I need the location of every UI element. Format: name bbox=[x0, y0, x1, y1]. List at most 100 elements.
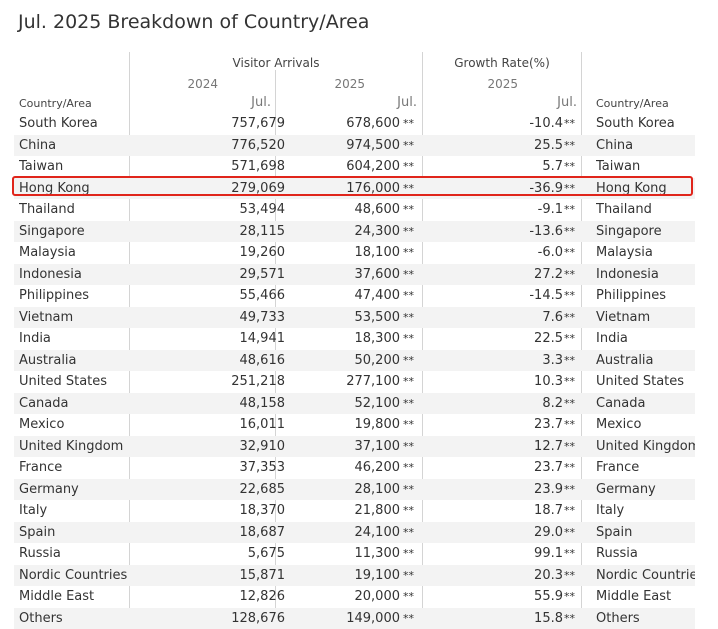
arrivals-2024-cell: 18,370 bbox=[240, 500, 286, 522]
country-cell: Spain bbox=[19, 522, 131, 544]
flag-marker: ** bbox=[564, 264, 584, 286]
arrivals-2024-cell: 28,115 bbox=[240, 221, 286, 243]
country-cell: Vietnam bbox=[19, 307, 131, 329]
arrivals-2025-cell: 24,100 bbox=[355, 522, 401, 544]
country-cell-right: Hong Kong bbox=[596, 178, 695, 200]
flag-marker: ** bbox=[564, 522, 584, 544]
country-cell: Nordic Countries bbox=[19, 565, 131, 587]
arrivals-2024-cell: 48,158 bbox=[240, 393, 286, 415]
country-cell: South Korea bbox=[19, 113, 131, 135]
flag-marker: ** bbox=[564, 199, 584, 221]
growth-rate-cell: 12.7 bbox=[534, 436, 563, 458]
arrivals-2025-cell: 18,300 bbox=[355, 328, 401, 350]
arrivals-2025-cell: 48,600 bbox=[355, 199, 401, 221]
growth-rate-cell: 23.7 bbox=[534, 414, 563, 436]
growth-rate-cell: 27.2 bbox=[534, 264, 563, 286]
month-growth-header: Jul. bbox=[423, 95, 577, 110]
country-cell-right: Singapore bbox=[596, 221, 695, 243]
flag-marker: ** bbox=[403, 178, 423, 200]
country-cell: Malaysia bbox=[19, 242, 131, 264]
flag-marker: ** bbox=[564, 371, 584, 393]
arrivals-2024-cell: 32,910 bbox=[240, 436, 286, 458]
arrivals-2025-cell: 50,200 bbox=[355, 350, 401, 372]
country-cell: Australia bbox=[19, 350, 131, 372]
arrivals-2024-cell: 22,685 bbox=[240, 479, 286, 501]
flag-marker: ** bbox=[564, 586, 584, 608]
country-cell-right: Malaysia bbox=[596, 242, 695, 264]
flag-marker: ** bbox=[564, 242, 584, 264]
arrivals-2025-cell: 19,800 bbox=[355, 414, 401, 436]
country-cell-right: Russia bbox=[596, 543, 695, 565]
arrivals-2024-cell: 19,260 bbox=[240, 242, 286, 264]
month-2025-header: Jul. bbox=[276, 95, 417, 110]
arrivals-2024-cell: 251,218 bbox=[231, 371, 285, 393]
flag-marker: ** bbox=[403, 500, 423, 522]
flag-marker: ** bbox=[564, 608, 584, 629]
growth-rate-cell: 25.5 bbox=[534, 135, 563, 157]
arrivals-2024-cell: 55,466 bbox=[240, 285, 286, 307]
flag-marker: ** bbox=[403, 608, 423, 629]
arrivals-2025-cell: 18,100 bbox=[355, 242, 401, 264]
flag-marker: ** bbox=[403, 414, 423, 436]
flag-marker: ** bbox=[403, 264, 423, 286]
country-cell: Taiwan bbox=[19, 156, 131, 178]
country-cell-right: Thailand bbox=[596, 199, 695, 221]
arrivals-2024-cell: 48,616 bbox=[240, 350, 286, 372]
flag-marker: ** bbox=[403, 393, 423, 415]
flag-marker: ** bbox=[564, 307, 584, 329]
flag-marker: ** bbox=[403, 371, 423, 393]
country-cell: Germany bbox=[19, 479, 131, 501]
flag-marker: ** bbox=[403, 457, 423, 479]
country-cell: Thailand bbox=[19, 199, 131, 221]
growth-rate-cell: -6.0 bbox=[538, 242, 563, 264]
country-cell: Mexico bbox=[19, 414, 131, 436]
flag-marker: ** bbox=[564, 457, 584, 479]
flag-marker: ** bbox=[564, 393, 584, 415]
flag-marker: ** bbox=[564, 178, 584, 200]
country-cell-right: Mexico bbox=[596, 414, 695, 436]
growth-rate-cell: -36.9 bbox=[529, 178, 563, 200]
growth-rate-cell: -14.5 bbox=[529, 285, 563, 307]
growth-rate-cell: -13.6 bbox=[529, 221, 563, 243]
flag-marker: ** bbox=[564, 328, 584, 350]
flag-marker: ** bbox=[403, 285, 423, 307]
country-cell-right: Australia bbox=[596, 350, 695, 372]
arrivals-2025-cell: 37,100 bbox=[355, 436, 401, 458]
flag-marker: ** bbox=[564, 135, 584, 157]
country-cell-right: United Kingdom bbox=[596, 436, 695, 458]
country-cell: Others bbox=[19, 608, 131, 629]
flag-marker: ** bbox=[403, 242, 423, 264]
flag-marker: ** bbox=[403, 479, 423, 501]
country-cell: Middle East bbox=[19, 586, 131, 608]
flag-marker: ** bbox=[564, 500, 584, 522]
country-cell-right: Spain bbox=[596, 522, 695, 544]
arrivals-2024-cell: 18,687 bbox=[240, 522, 286, 544]
country-cell-right: Nordic Countrie bbox=[596, 565, 695, 587]
arrivals-2025-cell: 176,000 bbox=[346, 178, 400, 200]
country-cell-right: Others bbox=[596, 608, 695, 629]
flag-marker: ** bbox=[564, 436, 584, 458]
country-cell-right: India bbox=[596, 328, 695, 350]
country-cell-right: France bbox=[596, 457, 695, 479]
flag-marker: ** bbox=[403, 350, 423, 372]
flag-marker: ** bbox=[564, 221, 584, 243]
growth-rate-cell: 20.3 bbox=[534, 565, 563, 587]
growth-rate-cell: 55.9 bbox=[534, 586, 563, 608]
growth-rate-cell: 8.2 bbox=[542, 393, 563, 415]
arrivals-2025-cell: 149,000 bbox=[346, 608, 400, 629]
country-cell: Canada bbox=[19, 393, 131, 415]
country-cell-right: Indonesia bbox=[596, 264, 695, 286]
country-area-header-left: Country/Area bbox=[19, 97, 92, 110]
arrivals-2025-cell: 21,800 bbox=[355, 500, 401, 522]
country-cell: Italy bbox=[19, 500, 131, 522]
arrivals-2024-cell: 16,011 bbox=[240, 414, 286, 436]
arrivals-2025-cell: 52,100 bbox=[355, 393, 401, 415]
